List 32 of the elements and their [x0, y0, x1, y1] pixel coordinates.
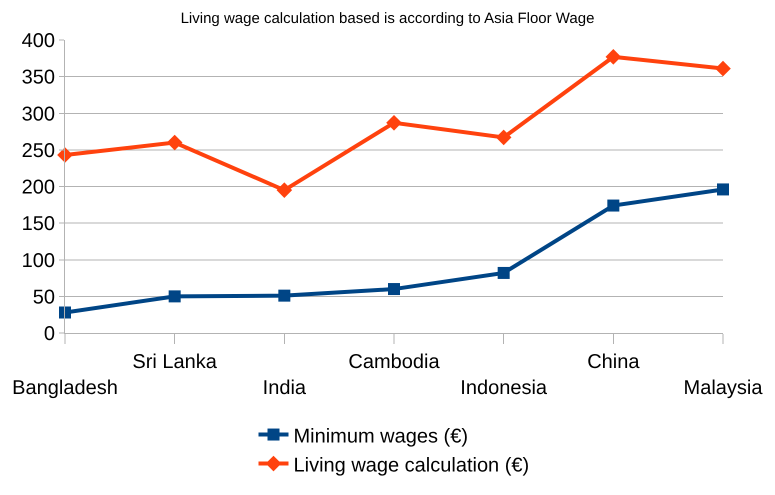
x-tick-label: China [587, 351, 640, 373]
point [278, 290, 290, 302]
point [607, 200, 620, 212]
legend-label: Living wage calculation (€) [294, 454, 530, 476]
point [168, 290, 181, 302]
point [715, 60, 731, 76]
y-tick-label: 0 [44, 323, 55, 345]
y-tick-label: 300 [22, 103, 55, 126]
point [386, 114, 402, 131]
point [388, 283, 400, 296]
legend-label: Minimum wages (€) [294, 425, 468, 448]
x-tick-label: Bangladesh [12, 377, 118, 399]
point [496, 130, 512, 146]
y-tick-label: 200 [22, 176, 55, 198]
y-tick-label: 150 [22, 213, 55, 236]
point [59, 306, 71, 318]
point [166, 134, 182, 150]
point [717, 183, 729, 196]
y-tick-label: 250 [22, 140, 55, 162]
point [606, 49, 622, 65]
y-tick-label: 50 [32, 286, 55, 308]
y-tick-label: 100 [22, 250, 55, 272]
y-tick-label: 350 [22, 66, 55, 89]
x-tick-label: Sri Lanka [132, 351, 218, 373]
x-tick-label: Indonesia [460, 377, 548, 399]
chart-title: Living wage calculation based is according to Asia Floor Wage [180, 10, 594, 27]
x-tick-label: India [262, 377, 307, 399]
point [498, 266, 510, 279]
x-tick-label: Malaysia [684, 377, 764, 399]
x-tick-label: Cambodia [348, 351, 440, 373]
y-tick-label: 400 [22, 30, 55, 52]
point [276, 182, 292, 198]
